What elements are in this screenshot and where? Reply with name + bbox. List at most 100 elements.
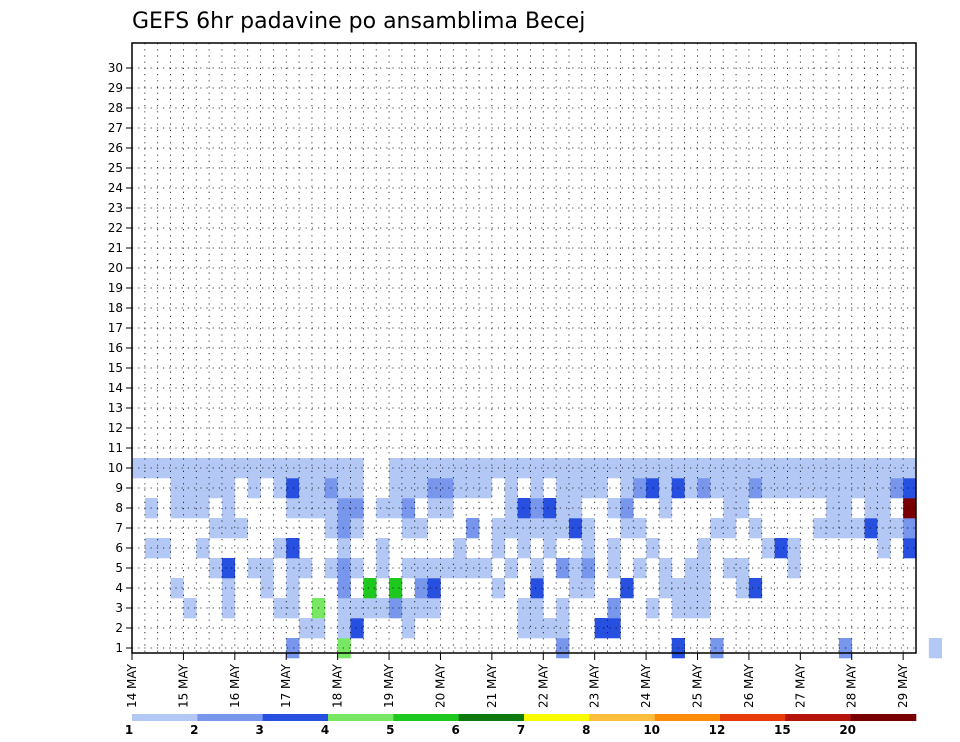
- heatmap-cell: [530, 578, 544, 599]
- heatmap-cell: [389, 578, 403, 599]
- heatmap-cell: [697, 478, 711, 499]
- y-tick-label: 28: [108, 101, 123, 115]
- heatmap-cell: [221, 518, 236, 539]
- heatmap-cell: [517, 518, 531, 539]
- heatmap-cell: [556, 478, 570, 499]
- heatmap-cell: [221, 498, 236, 519]
- heatmap-cell: [903, 518, 917, 539]
- x-tick-label: 18 MAY: [331, 663, 345, 708]
- heatmap-cell: [466, 478, 480, 499]
- x-tick-label: 19 MAY: [382, 663, 396, 708]
- x-tick-label: 24 MAY: [639, 663, 653, 708]
- x-tick-label: 28 MAY: [845, 663, 859, 708]
- heatmap-cell: [697, 598, 711, 619]
- heatmap-cell: [350, 458, 364, 479]
- chart-title: GEFS 6hr padavine po ansamblima Becej: [132, 9, 585, 34]
- legend-label: 20: [839, 723, 856, 737]
- heatmap-cell: [389, 478, 403, 499]
- heatmap-cell: [414, 478, 428, 499]
- heatmap-cell: [440, 458, 454, 479]
- heatmap-cell: [543, 538, 557, 559]
- heatmap-cell: [376, 558, 390, 579]
- heatmap-cell: [646, 538, 660, 559]
- heatmap-cell: [607, 618, 621, 639]
- heatmap-cell: [247, 478, 261, 499]
- x-tick-label: 27 MAY: [793, 663, 807, 708]
- heatmap-cell: [710, 518, 724, 539]
- heatmap-cell: [736, 478, 750, 499]
- heatmap-cell: [684, 478, 698, 499]
- y-tick-label: 17: [108, 321, 123, 335]
- heatmap-cell: [633, 458, 647, 479]
- heatmap-cell: [813, 518, 827, 539]
- heatmap-cell: [684, 598, 698, 619]
- heatmap-cell: [543, 518, 557, 539]
- y-tick-label: 1: [115, 641, 123, 655]
- legend-label: 2: [190, 723, 198, 737]
- heatmap-cell: [748, 518, 763, 539]
- heatmap-cell: [170, 498, 184, 519]
- heatmap-cell: [723, 518, 737, 539]
- heatmap-cell: [813, 458, 827, 479]
- heatmap-cell: [517, 538, 531, 559]
- heatmap-cell: [684, 458, 698, 479]
- heatmap-cell: [633, 558, 647, 579]
- heatmap-cell: [286, 458, 300, 479]
- heatmap-cell: [787, 538, 801, 559]
- heatmap-cell: [209, 558, 223, 579]
- heatmap-cell: [568, 458, 583, 479]
- heatmap-cell: [350, 478, 364, 499]
- legend-label: 7: [517, 723, 525, 737]
- heatmap-cell: [221, 598, 236, 619]
- y-tick-label: 27: [108, 121, 123, 135]
- heatmap-cell: [556, 518, 570, 539]
- grid-lines: [131, 43, 917, 653]
- y-tick-label: 19: [108, 281, 123, 295]
- heatmap-cell: [247, 558, 261, 579]
- heatmap-cell: [427, 598, 441, 619]
- heatmap-cell: [890, 478, 904, 499]
- y-tick-label: 20: [108, 261, 123, 275]
- y-tick-label: 25: [108, 161, 123, 175]
- heatmap-cell: [286, 578, 300, 599]
- heatmap-cell: [260, 458, 274, 479]
- y-tick-label: 10: [108, 461, 123, 475]
- heatmap-cell: [761, 478, 775, 499]
- x-tick-label: 23 MAY: [588, 663, 602, 708]
- y-tick-label: 7: [115, 521, 123, 535]
- heatmap-cell: [414, 558, 428, 579]
- x-tick-label: 29 MAY: [896, 663, 910, 708]
- legend-swatch: [328, 714, 394, 721]
- heatmap-cell: [401, 618, 416, 639]
- heatmap-cell: [568, 478, 583, 499]
- heatmap-cell: [890, 518, 904, 539]
- heatmap-cell: [440, 478, 454, 499]
- heatmap-cell: [337, 598, 351, 619]
- y-tick-label: 23: [108, 201, 123, 215]
- heatmap-cell: [517, 498, 531, 519]
- y-tick-label: 6: [115, 541, 123, 555]
- heatmap-cell: [646, 458, 660, 479]
- heatmap-cell: [903, 478, 917, 499]
- y-tick-label: 3: [115, 601, 123, 615]
- heatmap-cell: [710, 478, 724, 499]
- heatmap-cell: [221, 478, 236, 499]
- heatmap-cell: [183, 598, 197, 619]
- heatmap-cell: [646, 478, 660, 499]
- heatmap-cell: [170, 458, 184, 479]
- heatmap-cell: [389, 458, 403, 479]
- heatmap-cell: [427, 558, 441, 579]
- heatmap-cell: [620, 578, 634, 599]
- heatmap-cell: [581, 518, 595, 539]
- heatmap-cell: [928, 638, 942, 659]
- heatmap-cell: [363, 578, 377, 599]
- heatmap-cell: [209, 458, 223, 479]
- heatmap-cell: [543, 618, 557, 639]
- heatmap-cell: [633, 518, 647, 539]
- heatmap-cell: [337, 578, 351, 599]
- heatmap-cell: [389, 598, 403, 619]
- legend-swatch: [785, 714, 851, 721]
- heatmap-cell: [620, 518, 634, 539]
- heatmap-cell: [620, 498, 634, 519]
- y-tick-label: 9: [115, 481, 123, 495]
